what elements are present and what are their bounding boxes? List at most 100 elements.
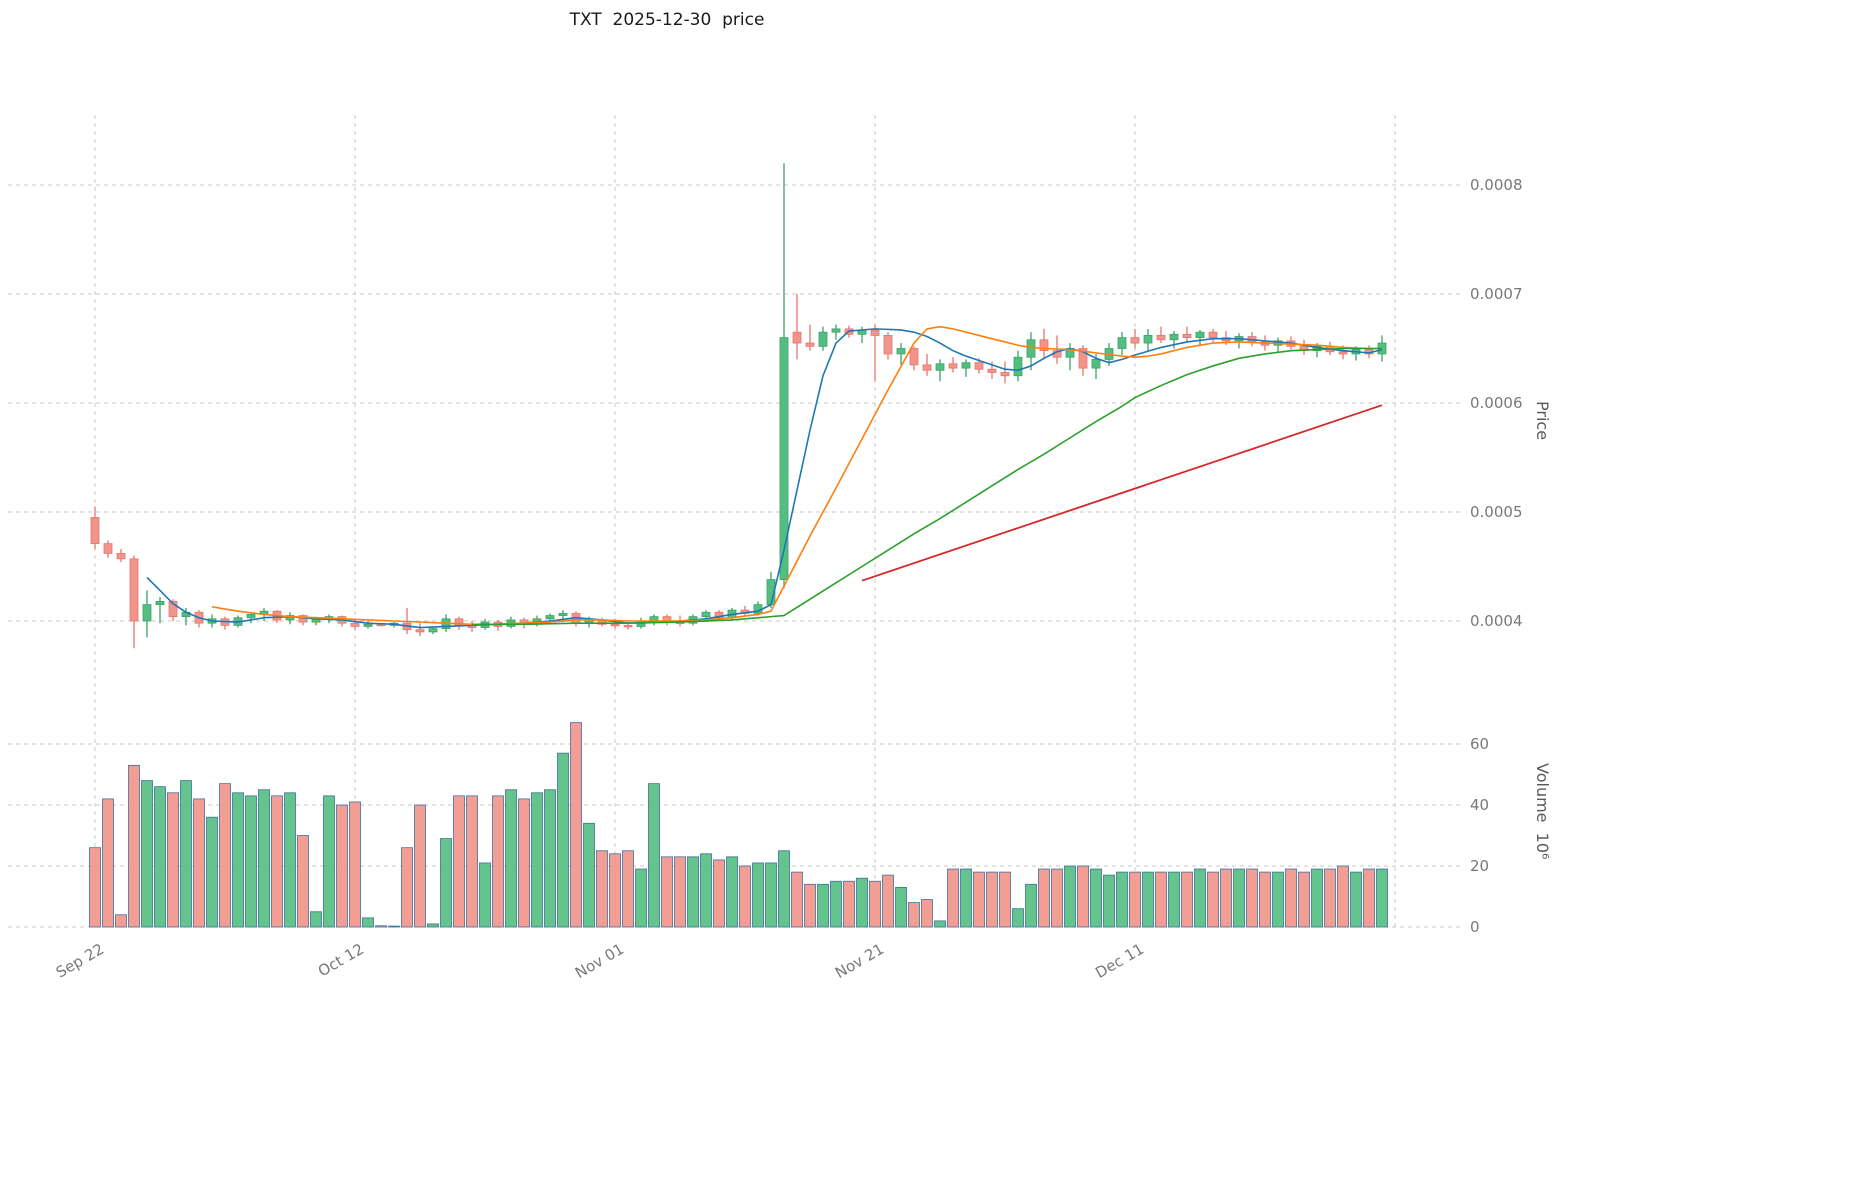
volume-bar [544, 789, 556, 928]
volume-bar [1129, 871, 1141, 928]
date-tick-label: Dec 11 [1092, 940, 1147, 982]
candle-body [1338, 351, 1348, 355]
candle-body [935, 363, 945, 371]
volume-bar [388, 925, 400, 928]
volume-bar [1350, 871, 1362, 928]
volume-bar [219, 783, 231, 928]
candle-body [1117, 337, 1127, 349]
volume-bar [1090, 868, 1102, 928]
volume-bar [1142, 871, 1154, 928]
volume-bar [908, 902, 920, 928]
candle-body [103, 543, 113, 554]
volume-bar [310, 911, 322, 928]
volume-bar [765, 862, 777, 928]
candle-body [246, 614, 256, 619]
volume-bar [323, 795, 335, 928]
volume-bar [921, 899, 933, 928]
candle-body [168, 600, 178, 618]
volume-axis-label: Volume 10⁶ [1533, 763, 1552, 860]
candles-layer [90, 163, 1387, 649]
candle-body [155, 600, 165, 606]
candle-body [545, 615, 555, 620]
volume-bar [258, 789, 270, 928]
volume-bar [1298, 871, 1310, 928]
trend-line [861, 404, 1383, 582]
volume-bar [479, 862, 491, 928]
volume-bar [973, 871, 985, 928]
ma-mid-line [211, 325, 1382, 626]
date-tick-label: Nov 01 [572, 940, 627, 982]
price-tick-label: 0.0006 [1470, 394, 1523, 412]
volume-bar [934, 920, 946, 928]
volume-bar [869, 880, 881, 928]
volume-tick-label: 0 [1470, 918, 1480, 936]
volume-bar [1012, 908, 1024, 928]
volume-bar [336, 804, 348, 928]
candle-body [805, 342, 815, 347]
candle-body [1208, 331, 1218, 338]
volume-bar [414, 804, 426, 928]
volume-bar [960, 868, 972, 928]
candle-body [1169, 333, 1179, 341]
volume-bar [1324, 868, 1336, 928]
candle-body [1143, 335, 1153, 344]
candle-body [1182, 333, 1192, 338]
volume-bar [1272, 871, 1284, 928]
volume-bar [713, 859, 725, 928]
volume-bar [1038, 868, 1050, 928]
candle-body [701, 611, 711, 618]
volume-bar [882, 874, 894, 928]
volume-bar [752, 862, 764, 928]
volume-bar [947, 868, 959, 928]
volume-bar [1194, 868, 1206, 928]
volume-bar [739, 865, 751, 928]
volume-bar [206, 816, 218, 928]
date-tick-label: Sep 22 [53, 940, 107, 982]
volume-bar [1116, 871, 1128, 928]
volume-tick-label: 40 [1470, 796, 1489, 814]
volume-bar [583, 822, 595, 928]
volume-bar [1103, 874, 1115, 928]
volume-bar [648, 783, 660, 928]
volume-bar [271, 795, 283, 928]
volume-bar [1051, 868, 1063, 928]
candle-body [779, 337, 789, 580]
volume-bar [700, 853, 712, 928]
candle-body [1156, 335, 1166, 341]
volume-bar [1337, 865, 1349, 928]
candle-body [415, 629, 425, 633]
volume-bar [141, 780, 153, 928]
candle-body [792, 331, 802, 344]
candle-body [818, 331, 828, 347]
volume-tick-label: 20 [1470, 857, 1489, 875]
candle-body [922, 364, 932, 371]
date-tick-label: Nov 21 [832, 940, 887, 982]
volume-bar [895, 886, 907, 928]
volume-bar [1285, 868, 1297, 928]
volume-bar [531, 792, 543, 928]
candle-body [1039, 339, 1049, 352]
volume-bar [674, 856, 686, 928]
candle-body [896, 348, 906, 355]
volume-bar [791, 871, 803, 928]
candle-body [116, 553, 126, 560]
volume-bar [609, 853, 621, 928]
volume-bar [843, 880, 855, 928]
price-tick-label: 0.0004 [1470, 612, 1523, 630]
volume-bar [622, 850, 634, 928]
volume-tick-label: 60 [1470, 735, 1489, 753]
volume-bar [1246, 868, 1258, 928]
candle-body [90, 517, 100, 545]
volume-bar [284, 792, 296, 928]
volume-bar [1168, 871, 1180, 928]
candle-body [1078, 348, 1088, 369]
candle-body [1130, 337, 1140, 344]
volume-bar [1259, 871, 1271, 928]
volume-bar [362, 917, 374, 928]
volume-bar [1233, 868, 1245, 928]
volume-bar [1220, 868, 1232, 928]
volume-bar [401, 847, 413, 928]
volume-bar [1376, 868, 1388, 928]
